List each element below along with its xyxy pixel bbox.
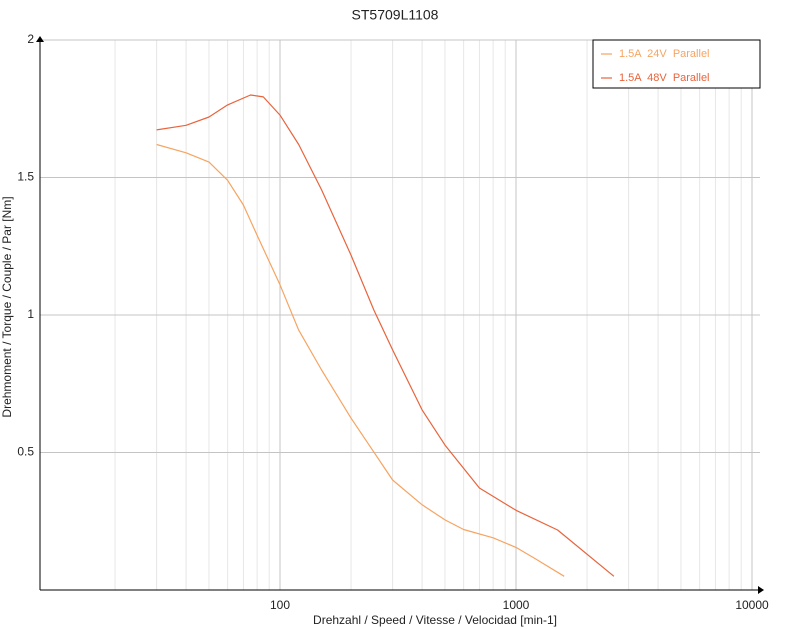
legend-label: 1.5A 48V Parallel	[619, 72, 710, 84]
grid	[40, 39, 760, 590]
y-tick-label: 0.5	[17, 445, 34, 459]
x-tick-label: 100	[270, 598, 290, 612]
y-tick-label: 1	[27, 307, 34, 321]
legend-box	[592, 39, 761, 89]
y-axis-arrow	[36, 36, 44, 42]
x-tick-label: 1000	[503, 598, 530, 612]
y-tick-label: 2	[27, 32, 34, 46]
y-axis-label: Drehmoment / Torque / Couple / Par [Nm]	[0, 196, 14, 417]
line	[156, 94, 615, 577]
legend: 1.5A 24V Parallel 1.5A 48V Parallel	[601, 48, 710, 84]
legend-label: 1.5A 24V Parallel	[619, 48, 710, 60]
y-tick-label: 1.5	[17, 170, 34, 184]
plot	[156, 94, 615, 577]
x-axis-label: Drehzahl / Speed / Vitesse / Velocidad […	[313, 613, 557, 627]
x-tick-label: 10000	[735, 598, 769, 612]
chart-title: ST5709L1108	[352, 7, 439, 23]
line	[156, 143, 565, 577]
x-axis-arrow	[758, 586, 764, 594]
